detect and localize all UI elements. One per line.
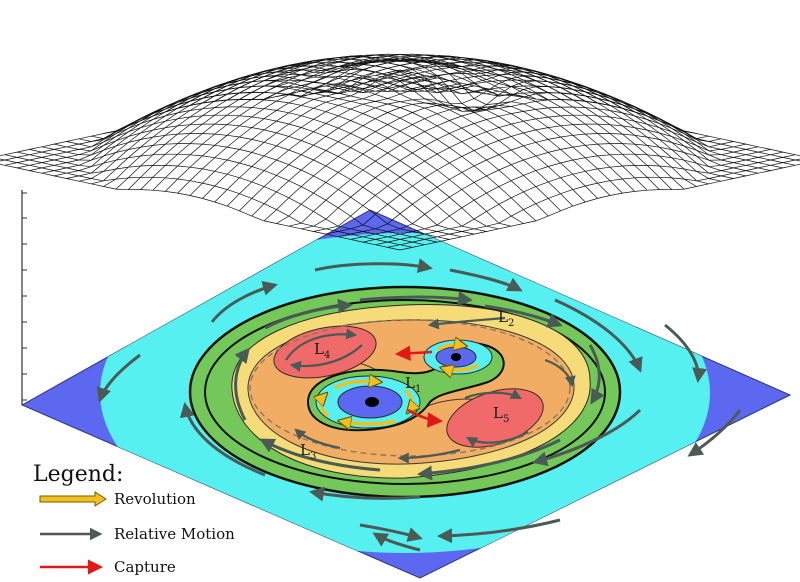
mesh-line (239, 75, 660, 212)
legend-revolution: Revolution (39, 490, 196, 508)
mesh-line (66, 114, 487, 232)
mesh-line (226, 71, 648, 207)
large-mass (365, 397, 379, 407)
mesh-line (251, 80, 672, 217)
vertical-axis (21, 190, 27, 405)
l1-label: L (405, 374, 415, 392)
legend-relative-motion: Relative Motion (40, 525, 235, 543)
mesh-line (263, 53, 685, 190)
l2-label: L (498, 308, 508, 326)
mesh-line (263, 86, 685, 222)
mesh-line (350, 143, 771, 240)
small-mass (451, 353, 461, 361)
mesh-line (54, 123, 475, 235)
l5-sub: 5 (503, 414, 509, 425)
l5-label: L (493, 404, 503, 422)
mesh-line (399, 163, 800, 251)
mesh-line (115, 85, 537, 222)
mesh-line (91, 56, 512, 185)
mesh-line (375, 154, 796, 246)
mesh-line (301, 106, 722, 230)
inner-dashed-ring (249, 319, 571, 457)
mesh-line (0, 158, 413, 248)
mesh-line (17, 151, 438, 243)
mesh-line (313, 114, 734, 232)
legend: Legend: Revolution Relative Motion Captu… (33, 462, 235, 576)
black-boundary (204, 299, 606, 485)
mesh-line (362, 151, 783, 243)
legend-capture-label: Capture (114, 558, 176, 576)
mesh-line (115, 53, 537, 190)
mesh-line (189, 61, 611, 196)
mesh-line (91, 98, 512, 227)
l4-sub: 4 (324, 350, 330, 361)
mesh-line (0, 163, 401, 251)
mesh-line (288, 99, 709, 227)
relative-motion-arrows (96, 258, 742, 552)
l3-sub: 3 (310, 451, 316, 462)
l2-sub: 2 (508, 318, 514, 329)
mesh-line (140, 75, 561, 212)
svg-text:L4: L4 (314, 340, 330, 361)
l1-sub: 1 (415, 384, 421, 395)
mesh-line (41, 133, 462, 238)
mesh-line (128, 80, 549, 217)
mesh-line (387, 158, 800, 248)
mesh-line (152, 71, 574, 207)
revolution-arrows (322, 345, 479, 424)
mesh-line (78, 106, 499, 230)
mesh-line (103, 91, 524, 224)
svg-text:L5: L5 (493, 404, 509, 425)
l3-label: L (300, 441, 310, 459)
wireframe-surface (0, 53, 800, 251)
svg-text:L1: L1 (405, 374, 421, 395)
svg-text:L2: L2 (498, 308, 514, 329)
mesh-line (338, 133, 759, 238)
lagrange-labels: L1 L2 L3 L4 L5 (300, 308, 514, 462)
gold-double-arrow-icon (39, 491, 107, 507)
mesh-line (325, 123, 746, 235)
l4-label: L (314, 340, 324, 358)
legend-revolution-label: Revolution (114, 490, 196, 508)
legend-relative-motion-label: Relative Motion (114, 525, 235, 543)
svg-text:L3: L3 (300, 441, 316, 462)
mesh-line (4, 154, 425, 246)
contour-base (20, 209, 792, 579)
capture-arrows (394, 345, 444, 428)
legend-capture: Capture (40, 558, 176, 576)
legend-title: Legend: (33, 462, 123, 487)
mesh-line (29, 143, 450, 240)
mesh-line (276, 92, 697, 224)
